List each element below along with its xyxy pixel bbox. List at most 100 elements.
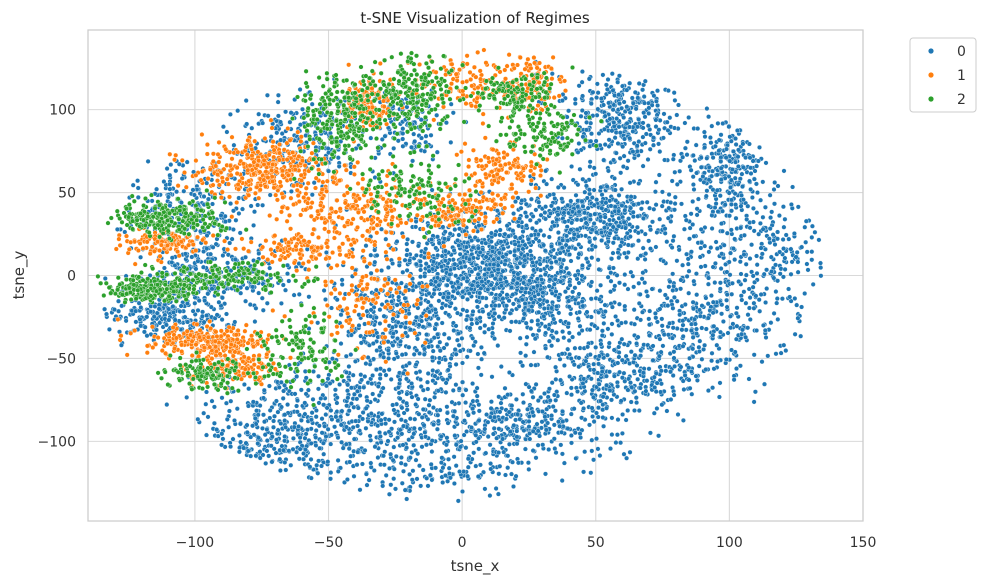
data-point xyxy=(591,220,597,226)
data-point xyxy=(605,76,611,82)
data-point xyxy=(657,288,663,294)
data-point xyxy=(596,130,602,136)
data-point xyxy=(364,308,370,314)
data-point xyxy=(248,203,254,209)
data-point xyxy=(727,272,733,278)
data-point xyxy=(768,254,774,260)
data-point xyxy=(291,424,297,430)
data-point xyxy=(224,416,230,422)
data-point xyxy=(452,261,458,267)
data-point xyxy=(754,210,760,216)
data-point xyxy=(385,339,391,345)
data-point xyxy=(416,322,422,328)
data-point xyxy=(561,210,567,216)
data-point xyxy=(523,341,529,347)
data-point xyxy=(495,262,501,268)
data-point xyxy=(425,379,431,385)
data-point xyxy=(442,357,448,363)
data-point xyxy=(388,451,394,457)
data-point xyxy=(308,456,314,462)
data-point xyxy=(735,163,741,169)
data-point xyxy=(724,146,730,152)
data-point xyxy=(174,189,180,195)
data-point xyxy=(363,243,369,249)
data-point xyxy=(715,209,721,215)
data-point xyxy=(539,419,545,425)
data-point xyxy=(664,408,670,414)
data-point xyxy=(441,276,447,282)
data-point xyxy=(272,413,278,419)
data-point xyxy=(607,369,613,375)
data-point xyxy=(782,255,788,261)
data-point xyxy=(436,282,442,288)
data-point xyxy=(231,418,237,424)
data-point xyxy=(315,386,321,392)
data-point xyxy=(399,405,405,411)
data-point xyxy=(569,163,575,169)
data-point xyxy=(209,398,215,404)
data-point xyxy=(271,418,277,424)
data-point xyxy=(228,444,234,450)
data-point xyxy=(164,402,170,408)
data-point xyxy=(680,262,686,268)
data-point xyxy=(203,432,209,438)
data-point xyxy=(367,433,373,439)
data-point xyxy=(400,442,406,448)
data-point xyxy=(404,391,410,397)
data-point xyxy=(488,405,494,411)
data-point xyxy=(405,236,411,242)
data-point xyxy=(410,468,416,474)
data-point xyxy=(509,403,515,409)
data-point xyxy=(351,448,357,454)
data-point xyxy=(645,123,651,129)
data-point xyxy=(390,316,396,322)
data-point xyxy=(541,306,547,312)
data-point xyxy=(498,276,504,282)
data-point xyxy=(504,292,510,298)
data-point xyxy=(469,321,475,327)
data-point xyxy=(520,363,526,369)
data-point xyxy=(684,139,690,145)
data-point xyxy=(443,442,449,448)
data-point xyxy=(413,314,419,320)
data-point xyxy=(368,437,374,443)
data-point xyxy=(803,239,809,245)
data-point xyxy=(570,209,576,215)
data-point xyxy=(724,292,730,298)
data-point xyxy=(583,183,589,189)
data-point xyxy=(582,388,588,394)
data-point xyxy=(462,264,468,270)
data-point xyxy=(579,328,585,334)
data-point xyxy=(439,264,445,270)
data-point xyxy=(595,90,601,96)
data-point xyxy=(596,405,602,411)
data-point xyxy=(621,114,627,120)
data-point xyxy=(254,408,260,414)
data-point xyxy=(686,377,692,383)
data-point xyxy=(671,349,677,355)
data-point xyxy=(506,409,512,415)
data-point xyxy=(628,269,634,275)
data-point xyxy=(619,186,625,192)
data-point xyxy=(297,86,303,92)
data-point xyxy=(578,400,584,406)
data-point xyxy=(601,102,607,108)
data-point xyxy=(699,356,705,362)
data-point xyxy=(489,291,495,297)
data-point xyxy=(672,97,678,103)
data-point xyxy=(437,291,443,297)
data-point xyxy=(451,266,457,272)
data-point xyxy=(683,217,689,223)
data-point xyxy=(675,412,681,418)
data-point xyxy=(209,201,215,207)
data-point xyxy=(411,425,417,431)
data-point xyxy=(630,214,636,220)
data-point xyxy=(575,316,581,322)
data-point xyxy=(625,242,631,248)
data-point xyxy=(451,247,457,253)
data-point xyxy=(707,135,713,141)
data-point xyxy=(646,238,652,244)
data-point xyxy=(437,339,443,345)
data-point xyxy=(590,89,596,95)
data-point xyxy=(292,391,298,397)
